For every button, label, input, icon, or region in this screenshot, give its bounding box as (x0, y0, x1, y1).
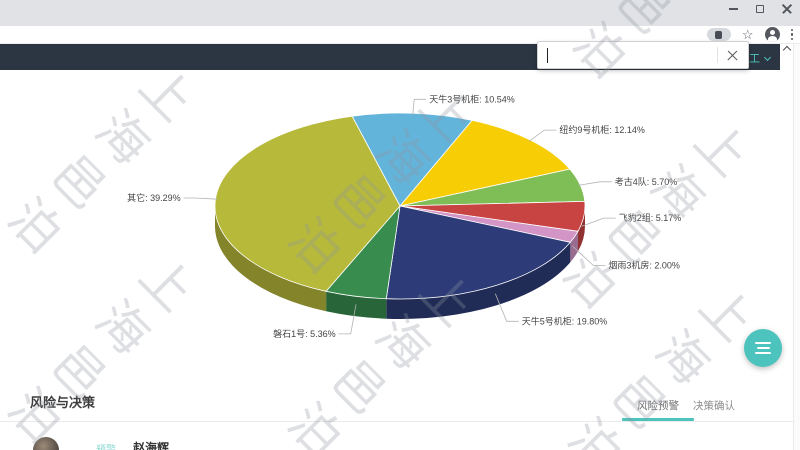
section-tabs: 风险预警 决策确认 (622, 398, 735, 421)
extension-icon[interactable] (706, 28, 731, 41)
user-menu[interactable]: 工 (749, 50, 772, 66)
window-close-icon[interactable] (782, 4, 792, 14)
window-controls (729, 3, 792, 15)
browser-toolbar: ☆ (0, 26, 800, 44)
find-input[interactable] (548, 42, 717, 68)
find-in-page-bar (537, 41, 749, 69)
svg-text:烟雨3机房: 2.00%: 烟雨3机房: 2.00% (608, 260, 680, 271)
section-divider (0, 421, 793, 422)
browser-titlebar (0, 0, 800, 26)
avatar (33, 437, 59, 450)
tab-risk-alert[interactable]: 风险预警 (622, 400, 694, 421)
svg-text:飞豹2组: 5.17%: 飞豹2组: 5.17% (619, 212, 682, 223)
profile-avatar-icon[interactable] (764, 27, 780, 42)
text-cursor (547, 47, 548, 63)
extension-glyph-icon (715, 30, 723, 39)
svg-text:其它: 39.29%: 其它: 39.29% (127, 192, 181, 203)
scroll-top-caret-icon[interactable] (782, 45, 792, 55)
svg-text:考古4队: 5.70%: 考古4队: 5.70% (615, 176, 678, 187)
window-minimize-icon[interactable] (729, 8, 738, 10)
menu-icon (755, 342, 771, 354)
list-item-name: 赵海辉 (133, 441, 170, 450)
find-close-icon[interactable] (727, 50, 738, 61)
svg-text:纽约9号机柜: 12.14%: 纽约9号机柜: 12.14% (559, 124, 645, 135)
svg-text:磐石1号: 5.36%: 磐石1号: 5.36% (273, 328, 336, 339)
list-item-badge: 预警 (96, 441, 116, 450)
pie-chart: 天牛3号机柜: 10.54% 纽约9号机柜: 12.14% 考古4队: 5.70% 飞… (127, 93, 682, 339)
bookmark-star-icon[interactable]: ☆ (741, 27, 754, 42)
tab-decision-confirm[interactable]: 决策确认 (693, 400, 735, 412)
browser-menu-icon[interactable] (790, 28, 793, 41)
list-item[interactable]: 预警 赵海辉 (0, 436, 793, 450)
section-title: 风险与决策 (30, 395, 96, 410)
chevron-down-icon (763, 53, 772, 61)
find-bar-divider (717, 47, 718, 63)
page-scrollbar[interactable] (793, 44, 800, 450)
user-menu-label: 工 (749, 53, 760, 65)
svg-text:天牛5号机柜: 19.80%: 天牛5号机柜: 19.80% (522, 315, 608, 326)
page-content: 天牛3号机柜: 10.54% 纽约9号机柜: 12.14% 考古4队: 5.70% 飞… (0, 70, 793, 450)
fab-menu-button[interactable] (744, 329, 782, 367)
window-maximize-icon[interactable] (756, 5, 764, 13)
svg-text:天牛3号机柜: 10.54%: 天牛3号机柜: 10.54% (429, 93, 515, 104)
